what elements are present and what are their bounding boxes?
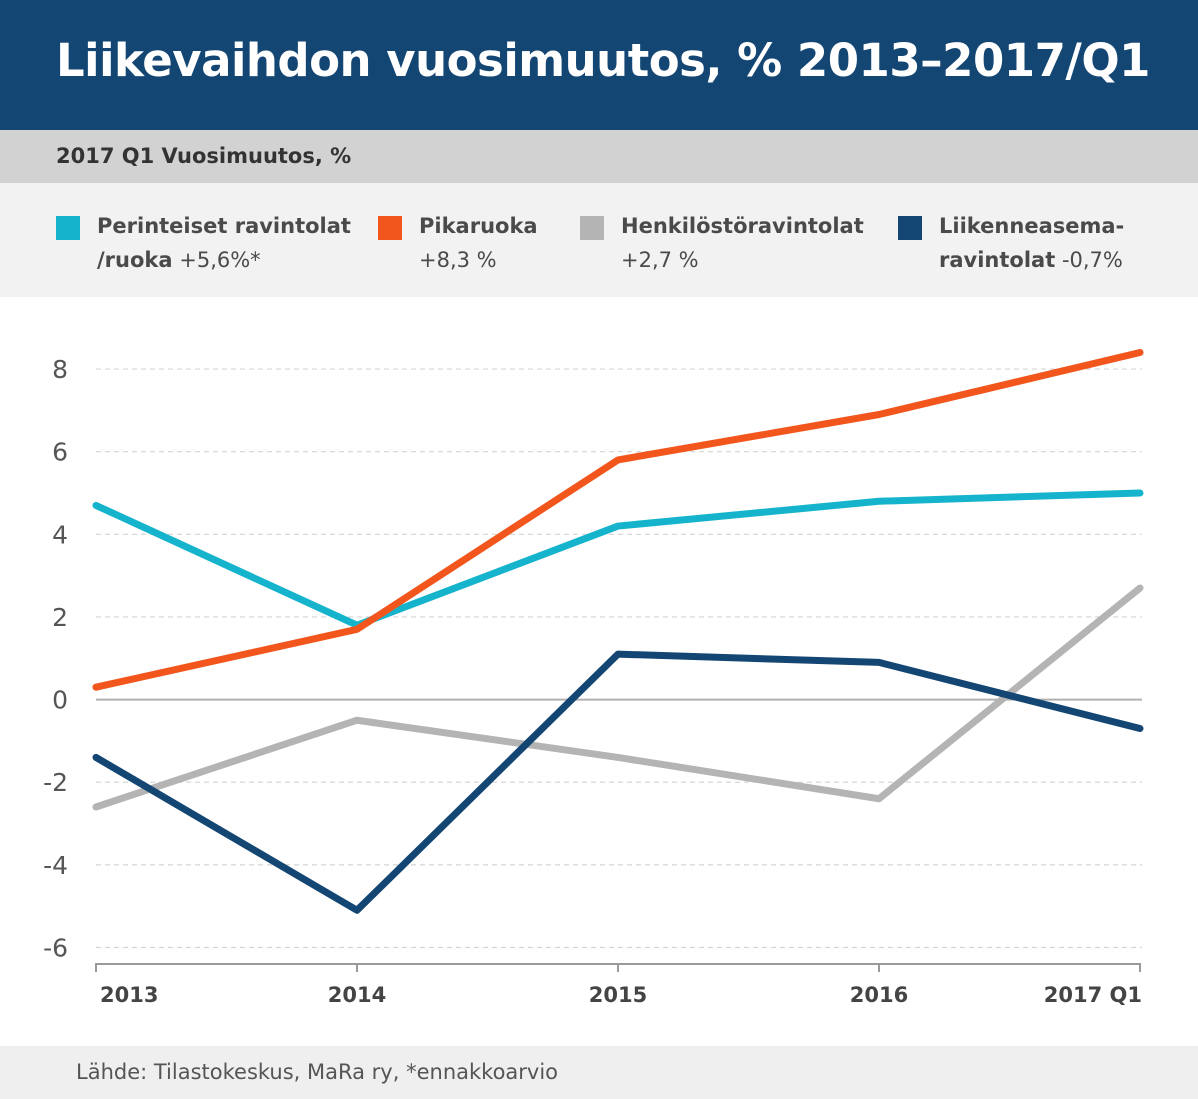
legend-value: +5,6%* xyxy=(179,248,261,272)
chart-title: Liikevaihdon vuosimuutos, % 2013–2017/Q1 xyxy=(56,34,1150,87)
y-tick-label: 8 xyxy=(52,355,68,384)
legend-label-cont: ravintolat xyxy=(939,248,1056,272)
series-line-1 xyxy=(92,349,1144,691)
legend-swatch-pikaruoka xyxy=(378,216,402,240)
legend-swatch-liikenneasema xyxy=(898,216,922,240)
legend-item-pikaruoka: Pikaruoka +8,3 % xyxy=(419,212,538,274)
legend-value: +2,7 % xyxy=(621,248,699,272)
legend-swatch-perinteiset xyxy=(56,216,80,240)
subtitle-bar xyxy=(0,130,1198,183)
footer-bar xyxy=(0,1046,1198,1099)
legend-label-cont: /ruoka xyxy=(97,248,173,272)
y-tick-label: 2 xyxy=(52,603,68,632)
legend-item-liikenneasema: Liikenneasema- ravintolat -0,7% xyxy=(939,212,1124,274)
series-line-2 xyxy=(92,584,1144,811)
y-tick-label: 6 xyxy=(52,438,68,467)
series-line-0 xyxy=(92,489,1144,629)
axes xyxy=(95,698,1142,972)
line-chart: 8 6 4 2 0 -2 -4 -6 2013 2014 2015 2016 2017 Q1 xyxy=(43,349,1144,1007)
series xyxy=(92,349,1144,914)
y-tick-label: -6 xyxy=(43,933,68,962)
chart-subtitle: 2017 Q1 Vuosimuutos, % xyxy=(56,144,352,168)
x-tick-label: 2015 xyxy=(589,983,647,1007)
y-tick-label: 0 xyxy=(52,686,68,715)
title-bar xyxy=(0,0,1198,130)
legend-label: Pikaruoka xyxy=(419,214,538,238)
x-tick-label: 2014 xyxy=(328,983,386,1007)
legend-item-perinteiset: Perinteiset ravintolat /ruoka +5,6%* xyxy=(97,212,351,274)
legend-item-henkilosto: Henkilöstöravintolat +2,7 % xyxy=(621,212,864,274)
legend-value: +8,3 % xyxy=(419,248,497,272)
x-tick-label: 2016 xyxy=(850,983,908,1007)
y-tick-label: -4 xyxy=(43,851,68,880)
legend xyxy=(0,183,1198,297)
y-tick-label: -2 xyxy=(43,768,68,797)
y-tick-label: 4 xyxy=(52,520,68,549)
legend-label: Perinteiset ravintolat xyxy=(97,214,351,238)
x-tick-label: 2013 xyxy=(100,983,158,1007)
legend-label: Liikenneasema- xyxy=(939,214,1125,238)
legend-swatch-henkilosto xyxy=(580,216,604,240)
tick-labels: 8 6 4 2 0 -2 -4 -6 2013 2014 2015 2016 2017 Q1 xyxy=(43,355,1142,1007)
x-tick-label: 2017 Q1 xyxy=(1044,983,1142,1007)
source-note: Lähde: Tilastokeskus, MaRa ry, *ennakkoa… xyxy=(76,1060,559,1084)
legend-value: -0,7% xyxy=(1061,248,1123,272)
grid xyxy=(96,368,1142,949)
legend-label: Henkilöstöravintolat xyxy=(621,214,864,238)
